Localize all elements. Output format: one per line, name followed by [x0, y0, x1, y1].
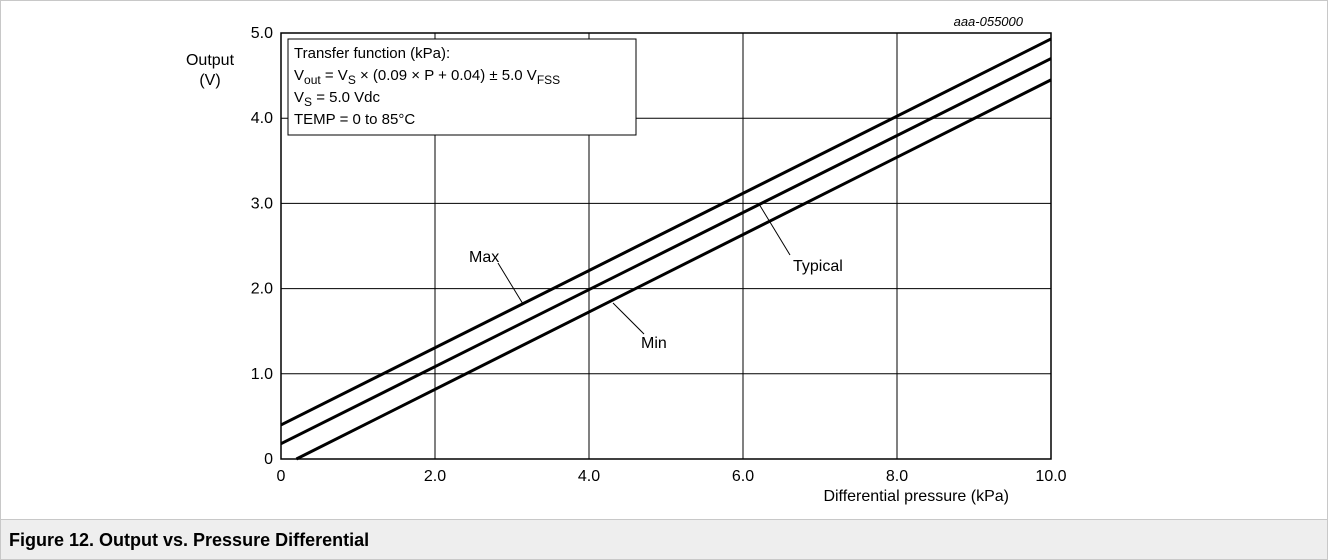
y-tick-label: 3.0	[251, 195, 273, 212]
legend-vs-rest: = 5.0 Vdc	[312, 89, 380, 106]
y-tick-label: 2.0	[251, 281, 273, 298]
max-leader-line	[497, 262, 524, 305]
chart-svg: aaa-055000 0 2.0 4.0 6.0 8.0 10.0 0 1.0 2.0 3.0 4.…	[186, 14, 1067, 505]
legend-line-2: Vout = VS × (0.09 × P + 0.04) ± 5.0 VFSS	[294, 67, 560, 87]
series-label-typical: Typical	[793, 258, 843, 275]
x-tick-label: 8.0	[886, 468, 908, 485]
transfer-function-box: Transfer function (kPa): Vout = VS × (0.…	[287, 38, 637, 136]
x-tick-label: 4.0	[578, 468, 600, 485]
y-axis-label-line1: Output	[186, 52, 235, 69]
series-line-typical	[280, 57, 1052, 446]
y-tick-label: 0	[264, 451, 273, 468]
y-tick-label: 1.0	[251, 366, 273, 383]
legend-v: V	[294, 67, 304, 84]
x-axis-label: Differential pressure (kPa)	[823, 488, 1009, 505]
y-tick-label: 5.0	[251, 25, 273, 42]
caption-bar: Figure 12. Output vs. Pressure Different…	[0, 520, 1328, 560]
legend-line-1: Transfer function (kPa):	[294, 45, 450, 62]
series-line-max	[280, 37, 1052, 427]
y-axis-label-line2: (V)	[199, 72, 220, 89]
tick-labels: 0 2.0 4.0 6.0 8.0 10.0 0 1.0 2.0 3.0 4.0 5.0	[251, 25, 1067, 485]
legend-line-3: VS = 5.0 Vdc	[294, 89, 380, 109]
y-tick-label: 4.0	[251, 110, 273, 127]
figure-caption: Figure 12. Output vs. Pressure Different…	[9, 530, 370, 550]
min-leader-line	[612, 302, 645, 335]
x-tick-label: 0	[277, 468, 286, 485]
legend-vs-sub: S	[304, 95, 312, 109]
legend-sub-out: out	[304, 73, 321, 87]
series-lines	[280, 37, 1052, 461]
figure-panel: aaa-055000 0 2.0 4.0 6.0 8.0 10.0 0 1.0 2.0 3.0 4.…	[0, 0, 1328, 520]
legend-eq1: = V	[321, 67, 348, 84]
legend-formula: × (0.09 × P + 0.04) ± 5.0 V	[356, 67, 537, 84]
legend-sub-fss: FSS	[537, 73, 560, 87]
x-tick-label: 10.0	[1035, 468, 1066, 485]
x-tick-label: 6.0	[732, 468, 754, 485]
legend-sub-s: S	[348, 73, 356, 87]
figure-id: aaa-055000	[954, 14, 1024, 29]
typical-leader-line	[758, 203, 791, 256]
legend-line-4: TEMP = 0 to 85°C	[294, 111, 415, 128]
legend-box-border	[287, 38, 637, 136]
x-tick-label: 2.0	[424, 468, 446, 485]
legend-vs-v: V	[294, 89, 304, 106]
series-line-min	[295, 78, 1052, 461]
plot-area-border	[280, 32, 1052, 460]
series-label-min: Min	[641, 335, 667, 352]
series-label-max: Max	[469, 249, 499, 266]
